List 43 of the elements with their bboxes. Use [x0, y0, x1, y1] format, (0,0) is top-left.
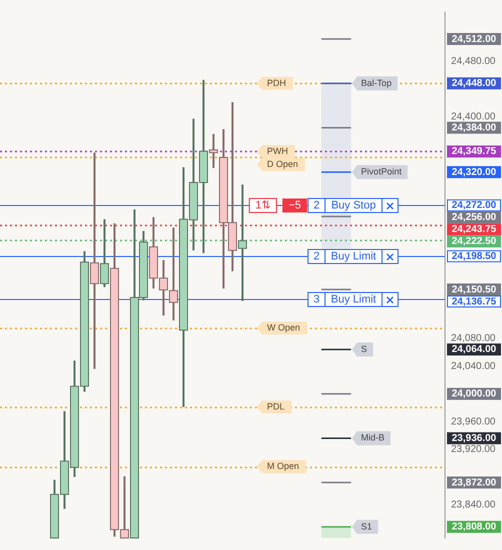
series-label: Bal-Top [361, 78, 392, 88]
ref-line-label: M Open [267, 461, 300, 472]
ref-line-label: W Open [267, 322, 300, 332]
annotation: 2 [313, 250, 320, 263]
y-tick-label: 23,872.00 [452, 477, 497, 488]
series-label: PivotPoint [361, 166, 402, 177]
series-label: S1 [361, 521, 372, 532]
y-tick-label: 24,000.00 [452, 388, 497, 400]
y-tick-label: 24,040.00 [451, 360, 496, 372]
y-tick-label: 24,222.50 [452, 236, 497, 248]
annotation: −5 [288, 200, 302, 212]
annotation: 2 [313, 200, 320, 212]
y-tick-label: 24,243.75 [452, 224, 497, 236]
y-tick-label: 23,936.00 [452, 432, 497, 444]
ref-line-label: Buy Limit [330, 294, 376, 306]
ref-line-label: PDL [267, 402, 285, 412]
ref-line-label: Buy Stop [331, 200, 376, 212]
y-tick-label: 24,272.00 [452, 200, 497, 212]
ref-line-label: PDH [267, 78, 286, 88]
ref-line-label: Buy Limit [330, 250, 376, 263]
y-tick-label: 24,080.00 [451, 333, 496, 344]
y-tick-label: 24,480.00 [451, 56, 496, 67]
annotation: 1⇅ [255, 200, 270, 212]
y-tick-label: 24,448.00 [452, 78, 497, 90]
y-tick-label: 23,920.00 [451, 444, 496, 456]
y-tick-label: 24,320.00 [452, 166, 497, 178]
y-tick-label: 24,384.00 [452, 122, 497, 134]
ref-line-label: D Open [267, 158, 298, 169]
y-tick-label: 24,256.00 [452, 212, 497, 224]
ref-line-label: PWH [267, 146, 288, 156]
y-tick-label: 24,400.00 [451, 111, 496, 122]
y-tick-label: 24,136.75 [452, 296, 497, 308]
series-label: S [361, 344, 368, 354]
series-label: Mid-B [361, 432, 385, 443]
annotation: 3 [313, 294, 320, 306]
y-tick-label: 23,840.00 [451, 499, 496, 510]
y-tick-label: 24,064.00 [452, 344, 497, 356]
y-tick-label: 24,198.50 [452, 251, 497, 262]
y-tick-label: 23,960.00 [451, 416, 496, 428]
y-tick-label: 23,808.00 [452, 522, 497, 533]
y-tick-label: 24,150.50 [452, 284, 497, 296]
y-tick-label: 24,512.00 [452, 34, 497, 45]
y-tick-label: 24,349.75 [452, 146, 497, 158]
